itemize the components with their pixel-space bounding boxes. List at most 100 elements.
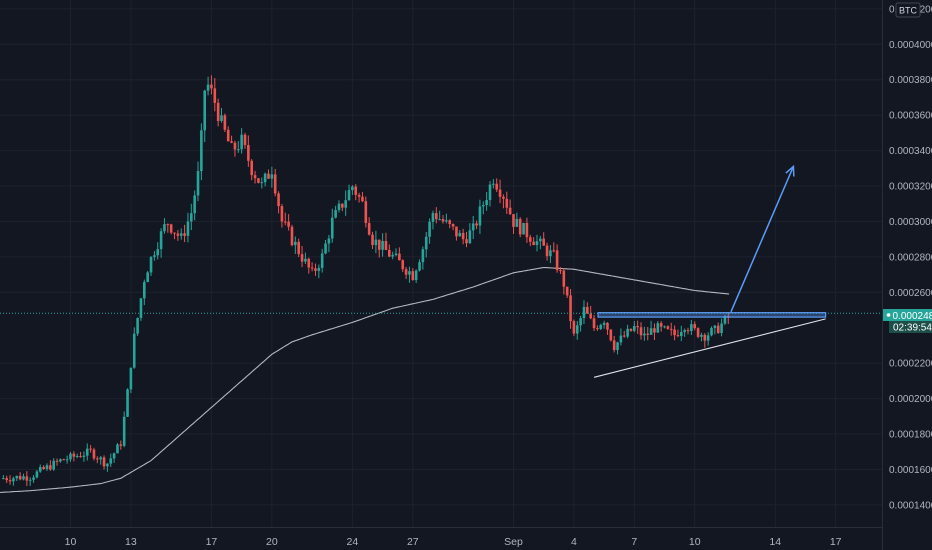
candle-down [243,134,247,146]
x-tick-label: 10 [689,536,701,548]
candle-up [106,463,109,467]
candle-up [351,186,354,191]
candle-up [69,453,72,460]
candle-up [683,330,686,333]
candle-up [680,332,683,337]
candle-up [656,323,660,333]
moving-average-layer [0,266,730,494]
candle-up [549,250,552,257]
candle-down [213,88,217,103]
x-tick-label: 17 [830,536,842,548]
candle-up [334,210,337,218]
candle-down [267,173,270,179]
candle-down [166,224,170,226]
candle-down [290,226,294,246]
candle-up [186,221,190,236]
candle-down [253,175,257,179]
y-tick-label: 0.0002000 [889,394,932,405]
currency-badge[interactable]: BTC [895,2,921,18]
time-axis[interactable]: 10 13 17 20 24 27 Sep 4 7 10 14 17 [65,536,842,548]
candle-down [555,250,559,271]
candle-up [485,200,488,206]
countdown-timer: 02:39:54 [893,323,932,334]
candle-up [35,471,39,478]
candle-down [559,270,562,272]
x-tick-label: 7 [631,536,637,548]
candle-up [52,460,55,470]
candle-down [230,141,233,143]
candle-down [18,475,22,480]
candle-down [586,306,589,314]
candle-down [606,322,609,330]
candle-up [720,323,723,334]
candle-down [646,333,650,335]
candle-down [411,271,415,281]
y-tick-label: 0.0002800 [889,252,932,263]
candle-down [666,326,670,329]
price-axis[interactable]: 0.00042000.00040000.00038000.00036000.00… [889,4,932,511]
candle-down [505,198,509,208]
candle-down [8,480,12,482]
candle-down [341,203,344,208]
candle-down [384,241,388,250]
candle-down [169,224,173,233]
candle-up [649,328,653,335]
candle-down [357,194,361,197]
candle-up [713,325,717,329]
candle-down [354,186,358,195]
resistance-band [597,312,827,318]
candle-down [545,245,549,257]
candle-down [216,102,220,121]
candle-up [700,334,703,337]
candle-down [72,453,76,457]
candle-down [686,330,690,332]
candle-up [579,318,582,326]
candle-down [639,327,643,336]
candle-up [633,326,636,331]
candle-up [196,171,200,196]
moving-average-line [0,266,730,494]
candle-up [619,335,623,343]
candle-down [565,286,569,296]
candle-down [562,270,566,287]
candle-up [488,184,492,201]
candle-up [374,239,378,246]
candle-down [525,222,529,238]
candle-down [502,196,505,199]
last-price-label: 0.0002482 02:39:54 [883,309,932,334]
candle-up [22,476,25,480]
candle-up [126,389,129,417]
candle-down [314,268,317,271]
candle-down [89,448,92,450]
candle-up [428,221,431,237]
candle-up [159,231,163,250]
candle-down [451,223,455,227]
candle-up [122,416,126,446]
candle-up [408,271,411,275]
candle-down [532,241,535,246]
candle-down [596,328,599,330]
candle-up [136,317,139,334]
x-tick-label: 17 [206,536,218,548]
candle-down [210,84,213,89]
candle-up [710,328,713,336]
x-tick-label: 13 [125,536,137,548]
candle-up [163,224,166,232]
candle-down [653,328,656,333]
candle-down [622,335,626,337]
candle-down [569,295,572,322]
candle-up [468,230,472,244]
candle-down [173,232,176,234]
candle-down [79,456,82,458]
y-tick-label: 0.0002600 [889,288,932,299]
candle-down [518,218,522,235]
candle-up [59,459,62,462]
candle-up [522,222,525,235]
candle-down [448,220,452,224]
candle-down [280,206,284,222]
candle-up [28,479,32,481]
candle-up [347,190,351,201]
currency-label: BTC [899,6,918,16]
